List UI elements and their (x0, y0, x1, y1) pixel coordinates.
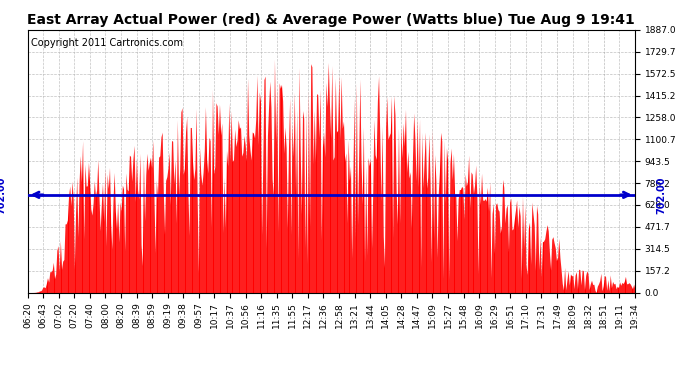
Text: 702.00: 702.00 (0, 176, 6, 214)
Text: 702.00: 702.00 (656, 176, 666, 214)
Text: Copyright 2011 Cartronics.com: Copyright 2011 Cartronics.com (30, 38, 183, 48)
Title: East Array Actual Power (red) & Average Power (Watts blue) Tue Aug 9 19:41: East Array Actual Power (red) & Average … (28, 13, 635, 27)
